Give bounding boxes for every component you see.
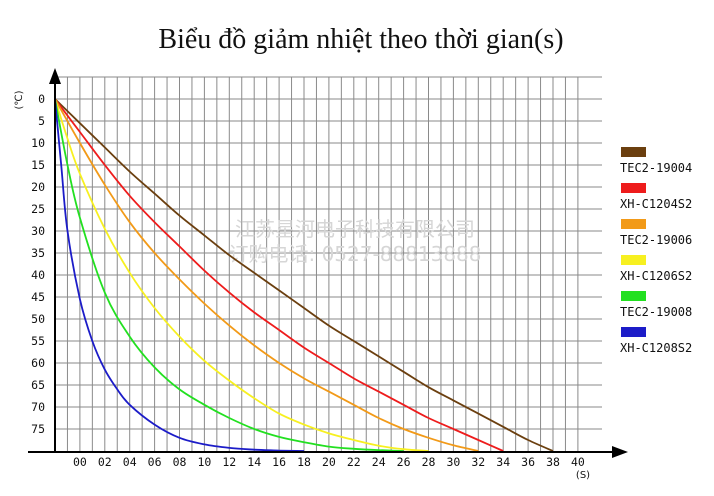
y-tick-label: 70 [31, 400, 45, 414]
legend-label: XH-C1204S2 [620, 197, 692, 211]
y-tick-label: 20 [31, 180, 45, 194]
x-tick-label: 38 [546, 455, 560, 469]
y-tick-label: 0 [38, 92, 45, 106]
y-tick-label: 25 [31, 202, 45, 216]
series-line-tec2-19006 [54, 98, 479, 452]
y-tick-label: 40 [31, 268, 45, 282]
x-tick-labels: 00 02 04 06 08 10 12 14 16 18 20 22 24 26 28 30 32 34 36 38… [73, 455, 585, 469]
x-tick-label: 18 [297, 455, 311, 469]
y-tick-label: 10 [31, 136, 45, 150]
x-tick-label: 12 [222, 455, 236, 469]
series-line-xh-c1208s2 [54, 98, 305, 452]
x-tick-label: 40 [571, 455, 585, 469]
y-axis-unit: (℃) [14, 90, 25, 109]
legend-label: XH-C1206S2 [620, 269, 692, 283]
x-tick-label: 26 [397, 455, 411, 469]
x-tick-label: 34 [496, 455, 510, 469]
legend-swatch [621, 183, 646, 193]
legend: TEC2-19004 XH-C1204S2 TEC2-19006 XH-C1206S2… [620, 147, 692, 355]
x-tick-label: 36 [521, 455, 535, 469]
y-tick-label: 50 [31, 312, 45, 326]
x-tick-label: 16 [272, 455, 286, 469]
x-tick-label: 02 [98, 455, 112, 469]
series-line-xh-c1204s2 [54, 98, 504, 452]
series-line-tec2-19004 [54, 98, 554, 452]
y-tick-label: 65 [31, 378, 45, 392]
x-tick-label: 00 [73, 455, 87, 469]
x-tick-label: 04 [123, 455, 137, 469]
y-tick-label: 35 [31, 246, 45, 260]
x-tick-label: 06 [148, 455, 162, 469]
x-tick-label: 32 [471, 455, 485, 469]
legend-label: XH-C1208S2 [620, 341, 692, 355]
x-tick-label: 28 [422, 455, 436, 469]
legend-swatch [621, 219, 646, 229]
y-axis-arrow-icon [49, 68, 61, 84]
x-tick-label: 24 [372, 455, 386, 469]
y-tick-label: 75 [31, 422, 45, 436]
axes: (℃) (S) [14, 68, 628, 481]
chart-title: Biểu đồ giảm nhiệt theo thời gian(s) [158, 24, 563, 55]
y-tick-label: 60 [31, 356, 45, 370]
x-tick-label: 22 [347, 455, 361, 469]
legend-swatch [621, 255, 646, 265]
y-tick-label: 15 [31, 158, 45, 172]
y-tick-label: 5 [38, 114, 45, 128]
series-line-tec2-19008 [54, 98, 404, 452]
y-tick-label: 30 [31, 224, 45, 238]
watermark: 江苏星河电子科技有限公司 订购电话: 0527-88813888 [228, 217, 481, 266]
x-axis-arrow-icon [612, 446, 628, 458]
grid [55, 76, 602, 452]
watermark-phone: 订购电话: 0527-88813888 [228, 242, 481, 266]
x-tick-label: 14 [247, 455, 261, 469]
legend-swatch [621, 327, 646, 337]
y-tick-label: 55 [31, 334, 45, 348]
y-tick-labels: 0 5 10 15 20 25 30 35 40 45 50 55 60 65 70 75 [31, 92, 45, 436]
legend-label: TEC2-19004 [620, 161, 692, 175]
x-tick-label: 20 [322, 455, 336, 469]
x-tick-label: 30 [446, 455, 460, 469]
watermark-company: 江苏星河电子科技有限公司 [235, 217, 475, 241]
legend-label: TEC2-19006 [620, 233, 692, 247]
legend-swatch [621, 291, 646, 301]
x-axis-unit: (S) [576, 470, 590, 481]
x-tick-label: 08 [173, 455, 187, 469]
legend-swatch [621, 147, 646, 157]
legend-label: TEC2-19008 [620, 305, 692, 319]
series-line-xh-c1206s2 [54, 98, 429, 452]
series-layer [54, 98, 554, 452]
x-tick-label: 10 [197, 455, 211, 469]
y-tick-label: 45 [31, 290, 45, 304]
